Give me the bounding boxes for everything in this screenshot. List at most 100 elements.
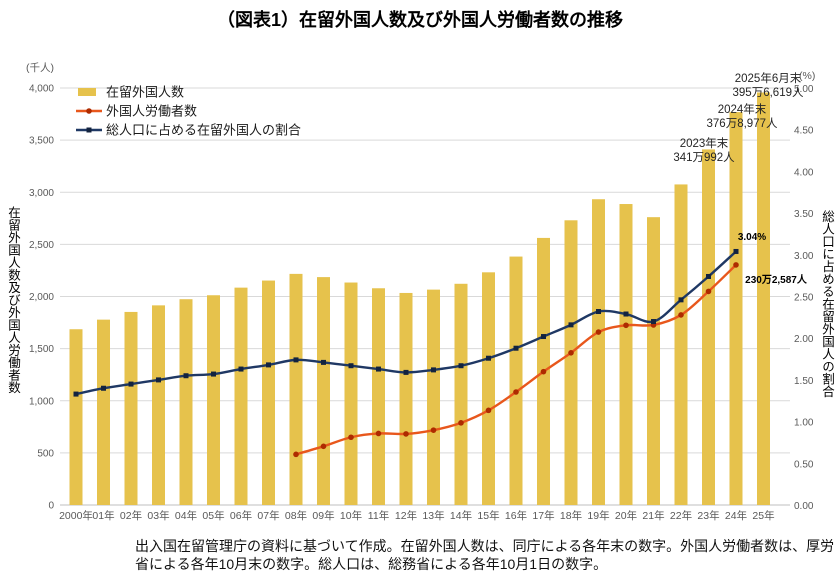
bar: [399, 292, 413, 505]
ratio-marker: [376, 366, 381, 372]
right-axis-tick-label: 1.00: [794, 418, 814, 429]
legend-swatch-bar-icon: [78, 88, 96, 96]
left-axis-tick-label: 1,500: [29, 344, 54, 355]
left-axis-tick-label: 500: [37, 448, 54, 459]
legend-marker-icon: [86, 127, 92, 133]
annotation: 2025年6月末: [735, 71, 802, 85]
legend-label: 外国人労働者数: [106, 104, 197, 119]
bar: [372, 288, 385, 505]
annotation: 2023年末: [680, 136, 729, 150]
x-axis-label: 10年: [340, 509, 362, 522]
x-axis-label: 22年: [670, 509, 692, 522]
ratio-marker: [156, 377, 161, 383]
x-axis-label: 20年: [615, 509, 637, 522]
workers-marker: [430, 427, 437, 433]
x-axis-label: 01年: [92, 509, 114, 522]
right-axis-tick-label: 1.50: [794, 376, 814, 387]
bar: [69, 329, 83, 505]
x-axis-label: 24年: [725, 509, 747, 522]
ratio-marker: [238, 366, 244, 372]
left-axis-tick-label: 2,000: [29, 292, 54, 303]
annotation: 230万2,587人: [745, 273, 808, 286]
bar: [207, 295, 220, 505]
left-axis-tick-label: 4,000: [29, 84, 54, 95]
bar: [729, 112, 743, 505]
bar: [97, 319, 110, 505]
right-axis-tick-label: 0.50: [794, 459, 814, 470]
right-axis-tick-label: 4.00: [794, 167, 814, 178]
left-axis-tick-label: 3,500: [29, 136, 54, 147]
workers-marker: [568, 349, 574, 356]
bar: [482, 272, 495, 505]
legend-label: 在留外国人数: [106, 85, 184, 100]
ratio-marker: [266, 362, 271, 368]
ratio-marker: [128, 381, 134, 387]
workers-marker: [678, 312, 684, 318]
bar: [647, 217, 660, 505]
workers-marker: [705, 288, 712, 295]
x-axis-label: 06年: [230, 509, 252, 522]
ratio-marker: [568, 322, 574, 328]
right-axis-tick-label: 4.50: [794, 126, 814, 137]
x-axis-label: 12年: [395, 509, 417, 522]
ratio-marker: [348, 363, 354, 369]
x-axis-label: 11年: [368, 509, 389, 522]
workers-marker: [485, 407, 492, 414]
bar: [564, 220, 578, 505]
right-axis-tick-label: 5.00: [794, 84, 814, 95]
annotation: 2024年末: [718, 102, 767, 116]
left-axis-tick-label: 2,500: [29, 240, 54, 251]
ratio-marker: [623, 311, 629, 317]
left-axis-title: 在留外国人数及び外国人労働者数: [6, 206, 20, 394]
x-axis-label: 04年: [175, 509, 197, 522]
left-axis-tick-label: 0: [48, 501, 54, 512]
x-axis-label: 07年: [257, 509, 279, 522]
ratio-marker: [486, 355, 491, 361]
workers-marker: [348, 434, 354, 441]
x-axis-label: 13年: [422, 509, 444, 522]
workers-marker: [595, 329, 602, 335]
bar: [124, 311, 138, 505]
x-axis-label: 02年: [120, 509, 142, 522]
x-axis-label: 2000年: [59, 509, 93, 522]
ratio-marker: [101, 385, 106, 391]
x-axis-label: 15年: [477, 509, 499, 522]
workers-marker: [623, 322, 629, 329]
ratio-marker: [211, 371, 216, 377]
bar: [317, 277, 330, 505]
bar: [702, 149, 715, 505]
chart-title: （図表1）在留外国人数及び外国人労働者数の推移: [216, 10, 623, 30]
ratio-marker: [513, 345, 519, 351]
x-axis-label: 05年: [202, 509, 224, 522]
x-axis-label: 03年: [147, 509, 169, 522]
workers-marker: [403, 431, 409, 437]
ratio-marker: [541, 334, 546, 340]
ratio-marker: [651, 319, 656, 325]
bar: [674, 184, 688, 505]
ratio-marker: [458, 363, 464, 369]
bar: [262, 280, 275, 505]
workers-marker: [320, 443, 327, 450]
x-axis-label: 14年: [450, 509, 472, 522]
ratio-marker: [321, 359, 326, 365]
bar: [427, 289, 440, 505]
legend-marker-icon: [86, 108, 92, 114]
right-axis-tick-label: 0.00: [794, 501, 814, 512]
left-axis-unit: (千人): [26, 62, 54, 74]
x-axis-label: 25年: [752, 509, 774, 522]
workers-marker: [293, 451, 299, 458]
ratio-marker: [403, 369, 409, 375]
right-axis-tick-label: 3.50: [794, 209, 814, 220]
annotation: 395万6,619人: [733, 86, 804, 99]
bar: [344, 282, 358, 505]
annotation: 3.04%: [738, 232, 766, 243]
workers-marker: [513, 389, 519, 395]
source-note: 出入国在留管理庁の資料に基づいて作成。在留外国人数は、同庁による各年末の数字。外…: [135, 538, 835, 572]
ratio-marker: [183, 373, 189, 379]
bar: [619, 204, 633, 505]
right-axis-tick-label: 2.00: [794, 334, 814, 345]
workers-marker: [375, 430, 382, 437]
bar: [757, 92, 770, 505]
